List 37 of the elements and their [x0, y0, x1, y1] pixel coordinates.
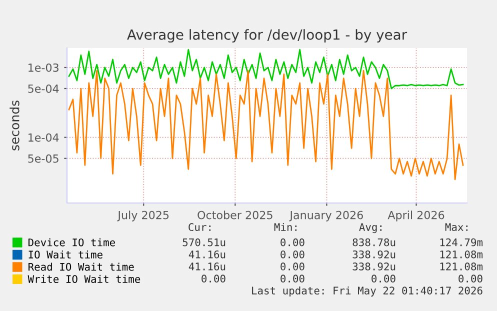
text: Avg: [359, 223, 382, 234]
text: Last update: Fri May 22 01:40:17 2026 [252, 286, 482, 297]
line-series [68, 48, 464, 90]
x-tick-label: January 2026 [289, 210, 363, 222]
legend-label: IO Wait time [28, 250, 102, 259]
legend-label: Device IO time [28, 238, 115, 246]
text: 0.00 [280, 262, 304, 270]
y-tick-label: 5e-04 [28, 84, 59, 93]
text: 338.92u [352, 262, 396, 270]
text: 121.08m [440, 250, 483, 258]
y-tick-label: 5e-05 [28, 154, 58, 163]
legend-label: Read IO Wait time [28, 262, 134, 271]
line-series [68, 70, 464, 180]
text: Cur: [188, 223, 210, 232]
x-tick-label: April 2026 [388, 210, 444, 222]
text: 0.00 [372, 274, 396, 283]
x-tick-label: October 2025 [198, 210, 272, 220]
text: 0.00 [458, 274, 482, 283]
text: 41.16u [188, 262, 226, 270]
text: 0.00 [280, 250, 304, 258]
text: Min: [274, 222, 296, 231]
text: 570.51u [182, 238, 226, 246]
text: Max: [445, 223, 468, 232]
text: 0.00 [280, 238, 304, 246]
y-tick-label: 1e-03 [28, 63, 58, 72]
x-tick-label: July 2025 [117, 210, 169, 222]
text: 121.08m [440, 262, 483, 270]
text: 41.16u [188, 250, 226, 258]
text: 338.92u [352, 250, 396, 258]
y-axis-title: seconds [10, 100, 20, 150]
y-tick-label: 1e-04 [28, 133, 59, 142]
legend-label: Write IO Wait time [28, 274, 140, 283]
chart-title: Average latency for /dev/loop1 - by year [127, 29, 408, 43]
text: 0.00 [280, 274, 304, 283]
text: 838.78u [352, 238, 396, 246]
text: 124.79m [440, 238, 483, 246]
text: 0.00 [202, 274, 226, 283]
